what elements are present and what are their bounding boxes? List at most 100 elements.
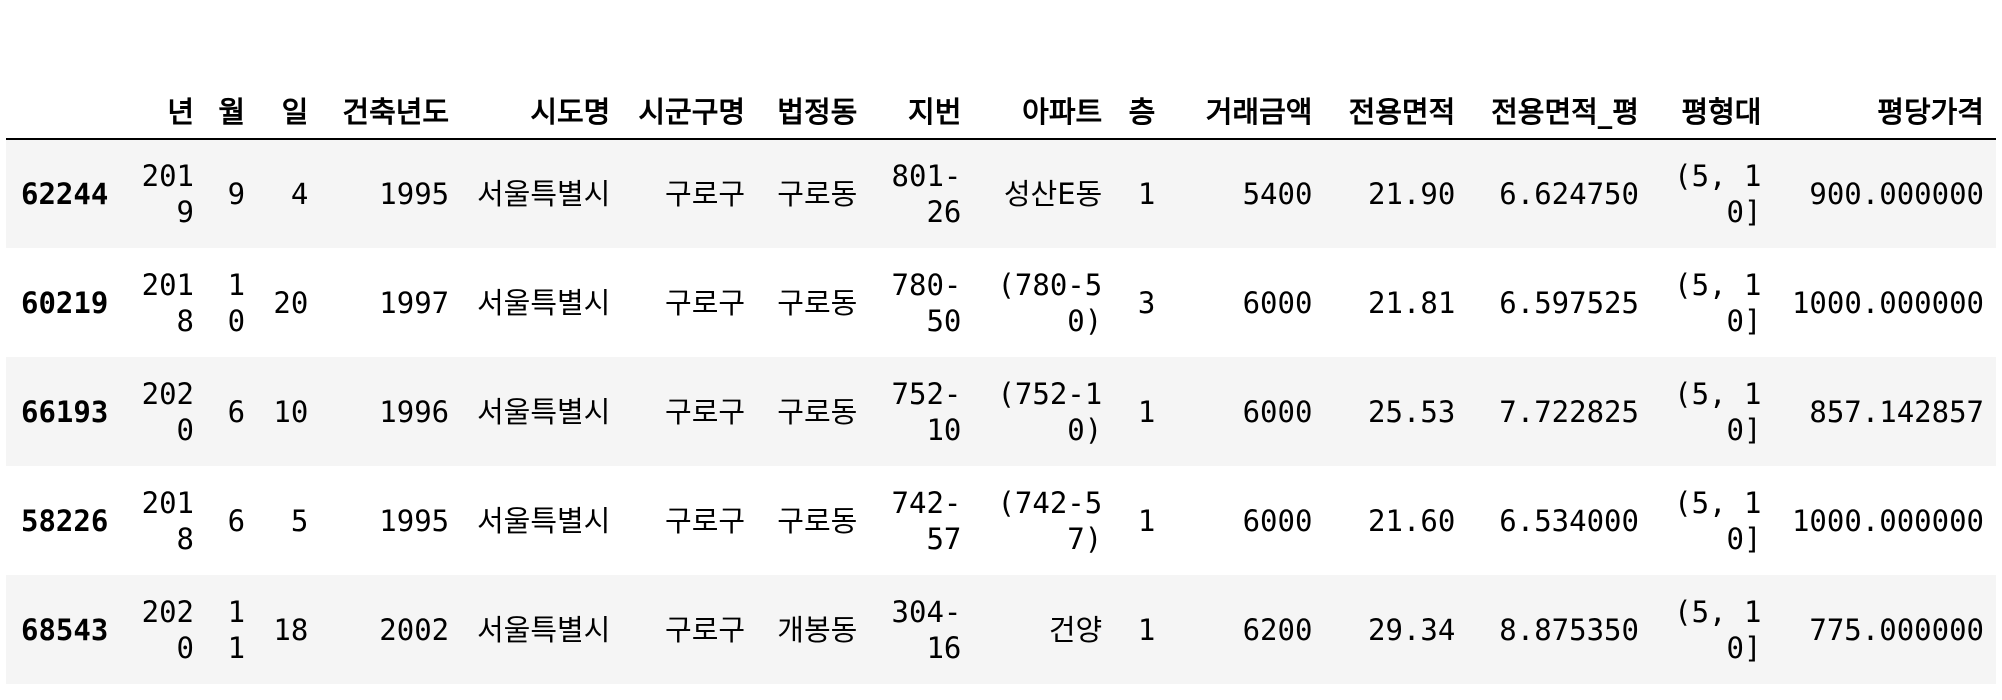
- table-cell: 1996: [379, 394, 450, 429]
- table-cell: 29.34: [1367, 612, 1456, 647]
- table-cell: 2020: [141, 376, 195, 447]
- column-header: 평당가격: [1773, 26, 1996, 140]
- column-header: 법정동: [757, 26, 870, 140]
- row-index: 66193: [20, 394, 109, 429]
- table-cell: (5, 10]: [1674, 594, 1762, 665]
- table-cell: 구로동: [777, 285, 858, 320]
- table-cell: 1000.000000: [1791, 285, 1984, 320]
- column-header: 층: [1114, 26, 1168, 140]
- table-cell: 건양: [1048, 612, 1103, 647]
- table-cell: 서울특별시: [476, 503, 611, 538]
- table-cell: 서울특별시: [476, 285, 611, 320]
- table-cell: 구로구: [665, 177, 746, 211]
- table-cell: 개봉동: [777, 612, 858, 647]
- table-cell: 1: [1137, 503, 1156, 538]
- row-index: 58226: [20, 503, 109, 538]
- table-cell: (752-10): [997, 376, 1103, 447]
- table-row: 62244 2019 9 4 1995 서울특별시 구로구 구로동 801-26…: [6, 139, 1996, 248]
- table-cell: 구로동: [777, 503, 858, 538]
- table-cell: (742-57): [997, 485, 1103, 556]
- table-cell: 서울특별시: [476, 612, 611, 647]
- table-cell: (5, 10]: [1674, 485, 1762, 556]
- table-cell: 6: [227, 503, 246, 538]
- table-cell: 21.60: [1367, 503, 1456, 538]
- table-cell: 구로구: [665, 612, 746, 647]
- table-cell: 1: [1137, 612, 1156, 647]
- table-row: 66193 2020 6 10 1996 서울특별시 구로구 구로동 752-1…: [6, 357, 1996, 466]
- row-index: 60219: [20, 285, 109, 320]
- table-cell: 7.722825: [1499, 394, 1639, 429]
- table-cell: 1997: [379, 285, 450, 320]
- column-header: 시도명: [461, 26, 623, 140]
- table-cell: 1: [1137, 177, 1156, 211]
- table-cell: 6.624750: [1499, 177, 1639, 211]
- table-cell: 2020: [141, 594, 195, 665]
- column-header: 월: [206, 26, 258, 140]
- table-cell: 구로동: [777, 394, 858, 429]
- table-cell: 6200: [1242, 612, 1313, 647]
- column-header: 건축년도: [320, 26, 462, 140]
- table-row: 58226 2018 6 5 1995 서울특별시 구로구 구로동 742-57…: [6, 466, 1996, 575]
- table-cell: 6.534000: [1499, 503, 1639, 538]
- column-header: 시군구명: [622, 26, 758, 140]
- table-cell: 304-16: [891, 594, 962, 665]
- table-cell: 구로동: [777, 177, 858, 211]
- table-cell: 9: [227, 177, 246, 211]
- table-cell: (780-50): [997, 267, 1103, 338]
- table-cell: 20: [273, 285, 309, 320]
- table-cell: 6: [227, 394, 246, 429]
- table-cell: 구로구: [665, 503, 746, 538]
- table-cell: 1995: [379, 503, 450, 538]
- column-header: 지번: [869, 26, 974, 140]
- table-cell: 21.81: [1367, 285, 1456, 320]
- table-cell: 1: [1137, 394, 1156, 429]
- table-cell: 4: [290, 177, 309, 211]
- table-cell: 900.000000: [1809, 177, 1984, 211]
- table-cell: 10: [273, 394, 309, 429]
- table-cell: (5, 10]: [1674, 267, 1762, 338]
- table-cell: 10: [227, 267, 246, 338]
- table-cell: 서울특별시: [476, 177, 611, 211]
- table-row: 60219 2018 10 20 1997 서울특별시 구로구 구로동 780-…: [6, 248, 1996, 357]
- column-header: 년: [120, 26, 207, 140]
- table-cell: 801-26: [891, 159, 962, 229]
- table-cell: 775.000000: [1809, 612, 1984, 647]
- table-cell: 2002: [379, 612, 450, 647]
- table-cell: 6000: [1242, 285, 1313, 320]
- table-cell: 18: [273, 612, 309, 647]
- header-row: 년 월 일 건축년도 시도명 시군구명 법정동 지번 아파트 층 거래금액 전용…: [6, 26, 1996, 140]
- table-cell: 6.597525: [1499, 285, 1639, 320]
- table-cell: 21.90: [1367, 177, 1456, 211]
- table-cell: 구로구: [665, 285, 746, 320]
- table-cell: 6000: [1242, 503, 1313, 538]
- table-cell: 742-57: [891, 485, 962, 556]
- table-cell: 서울특별시: [476, 394, 611, 429]
- table-cell: (5, 10]: [1674, 376, 1762, 447]
- column-header: 아파트: [973, 26, 1115, 140]
- index-header: [6, 26, 121, 140]
- dataframe-table: 년 월 일 건축년도 시도명 시군구명 법정동 지번 아파트 층 거래금액 전용…: [6, 26, 1996, 684]
- table-cell: 780-50: [891, 267, 962, 338]
- row-index: 68543: [20, 612, 109, 647]
- table-cell: 2019: [141, 159, 195, 229]
- table-cell: 25.53: [1367, 394, 1456, 429]
- table-cell: 2018: [141, 267, 195, 338]
- table-cell: 1995: [379, 177, 450, 211]
- column-header: 거래금액: [1167, 26, 1325, 140]
- column-header: 전용면적_평: [1467, 26, 1651, 140]
- column-header: 일: [257, 26, 321, 140]
- table-cell: 752-10: [891, 376, 962, 447]
- table-cell: 857.142857: [1809, 394, 1984, 429]
- table-cell: (5, 10]: [1674, 159, 1762, 229]
- table-cell: 1000.000000: [1791, 503, 1984, 538]
- table-cell: 11: [227, 594, 246, 665]
- column-header: 전용면적: [1324, 26, 1468, 140]
- table-row: 68543 2020 11 18 2002 서울특별시 구로구 개봉동 304-…: [6, 575, 1996, 684]
- table-cell: 8.875350: [1499, 612, 1639, 647]
- row-index: 62244: [20, 177, 109, 211]
- table-cell: 2018: [141, 485, 195, 556]
- table-cell: 성산E동: [1003, 177, 1103, 211]
- table-cell: 5: [290, 503, 309, 538]
- table-cell: 3: [1137, 285, 1156, 320]
